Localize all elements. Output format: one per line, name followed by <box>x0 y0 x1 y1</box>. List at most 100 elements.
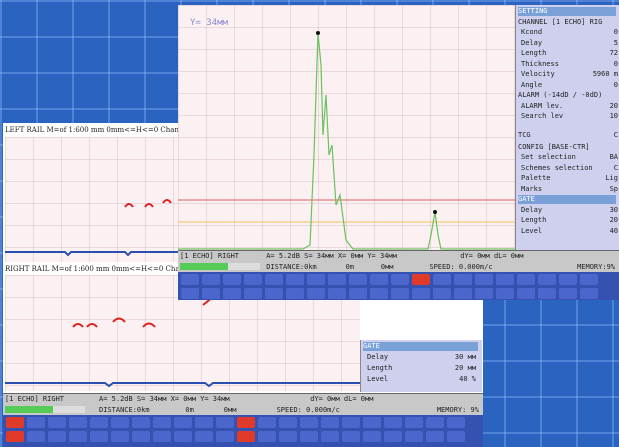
key <box>391 288 409 299</box>
setting-value: 72 <box>610 49 618 58</box>
key <box>48 417 66 428</box>
key <box>153 417 171 428</box>
key <box>300 417 318 428</box>
setting-label: Thickness <box>521 60 559 69</box>
key <box>90 417 108 428</box>
panel-header: SETTING <box>518 7 616 16</box>
key <box>321 417 339 428</box>
b-scan-marks <box>5 137 191 271</box>
key-strip <box>3 415 483 447</box>
gate-label: Level <box>367 375 388 384</box>
key <box>454 274 472 285</box>
key <box>174 417 192 428</box>
key <box>559 288 577 299</box>
setting-label: Palette <box>521 174 551 183</box>
key <box>328 288 346 299</box>
level-bar <box>180 263 260 270</box>
key <box>300 431 318 442</box>
setting-label: Angle <box>521 81 542 90</box>
setting-label: Set selection <box>521 153 576 162</box>
millimeters: 0мм <box>381 263 394 272</box>
distance: DISTANCE:0km <box>99 406 150 415</box>
setting-value: 0 <box>614 81 618 90</box>
key <box>426 431 444 442</box>
panel-header: GATE <box>518 195 616 204</box>
key <box>412 288 430 299</box>
key <box>426 417 444 428</box>
channel: [1 ECHO] RIGHT <box>5 395 64 404</box>
key <box>538 274 556 285</box>
key <box>216 417 234 428</box>
screen: LEFT RAIL M=of 1:600 mm 0mm<=H<=0 Channe… <box>0 0 619 447</box>
memory: MEMORY: 9% <box>437 406 479 415</box>
key <box>405 431 423 442</box>
key <box>111 431 129 442</box>
key <box>132 431 150 442</box>
key <box>286 274 304 285</box>
key <box>370 288 388 299</box>
key <box>447 431 465 442</box>
key <box>363 431 381 442</box>
key <box>321 431 339 442</box>
key <box>279 431 297 442</box>
readings: A= 5.2dB S= 34мм X= 0мм Y= 34мм <box>266 252 397 261</box>
window-title: LEFT RAIL M=of 1:600 mm 0mm<=H<=0 Channe… <box>5 126 203 135</box>
setting-value: 0 <box>614 28 618 37</box>
setting-label: Kcond <box>521 28 542 37</box>
panel-header: CONFIG [BASE-CTR] <box>518 143 616 152</box>
setting-value: 30 <box>610 206 618 215</box>
key <box>181 274 199 285</box>
key <box>279 417 297 428</box>
meters: 0m <box>346 263 354 272</box>
key <box>69 431 87 442</box>
key <box>265 274 283 285</box>
key <box>517 288 535 299</box>
setting-label: TCG <box>518 131 531 140</box>
key <box>475 288 493 299</box>
key <box>111 417 129 428</box>
key <box>391 274 409 285</box>
key <box>258 417 276 428</box>
key <box>244 274 262 285</box>
key <box>27 417 45 428</box>
panel-header: GATE <box>363 342 478 351</box>
key <box>433 288 451 299</box>
setting-value: 5 <box>614 39 618 48</box>
gate-value: 20 мм <box>455 364 476 373</box>
speed: SPEED: 0.000m/c <box>277 406 340 415</box>
setting-label: Delay <box>521 39 542 48</box>
gate-value: 30 мм <box>455 353 476 362</box>
key <box>517 274 535 285</box>
gate-label: Length <box>367 364 392 373</box>
a-scan-window: Y= 34мм SETTINGCHANNEL [1 ECHO] RIGKcond… <box>178 5 619 300</box>
key <box>216 431 234 442</box>
key <box>412 274 430 285</box>
setting-value: 20 <box>610 102 618 111</box>
deltas: dY= 0мм dL= 0мм <box>310 395 373 404</box>
setting-value: BA <box>610 153 618 162</box>
key <box>496 274 514 285</box>
gate-value: 40 % <box>459 375 476 384</box>
key <box>454 288 472 299</box>
key <box>342 417 360 428</box>
key <box>538 288 556 299</box>
key <box>6 431 24 442</box>
key <box>244 288 262 299</box>
key <box>328 274 346 285</box>
setting-label: Length <box>521 216 546 225</box>
memory: MEMORY:9% <box>577 263 615 272</box>
key <box>195 431 213 442</box>
gate-panel: GATEDelay30 ммLength20 ммLevel40 % <box>360 340 482 392</box>
key <box>580 288 598 299</box>
setting-label: Marks <box>521 185 542 194</box>
level-bar <box>5 406 85 413</box>
key <box>349 288 367 299</box>
key <box>69 417 87 428</box>
setting-value: Lig <box>605 174 618 183</box>
setting-value: Sp <box>610 185 618 194</box>
distance: DISTANCE:0km <box>266 263 317 272</box>
setting-value: 0 <box>614 60 618 69</box>
setting-value: 10 <box>610 112 618 121</box>
